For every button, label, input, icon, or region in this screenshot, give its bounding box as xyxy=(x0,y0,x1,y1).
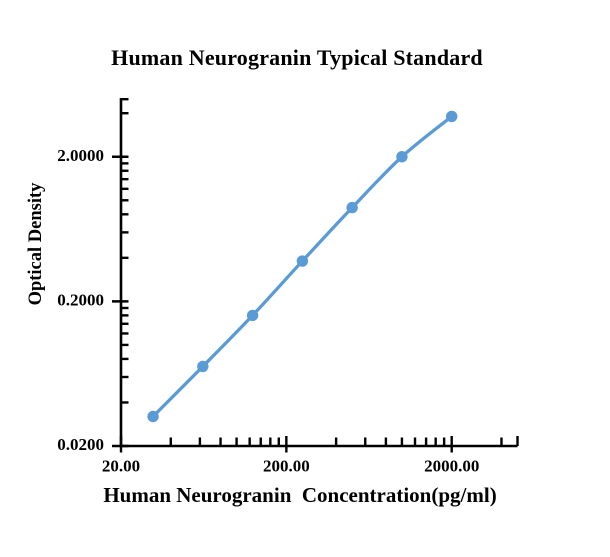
x-tick-label: 2000.00 xyxy=(424,457,479,476)
data-point-marker xyxy=(446,110,458,123)
data-point-marker xyxy=(296,255,309,267)
y-tick-label: 2.0000 xyxy=(57,146,104,165)
chart-title: Human Neurogranin Typical Standard xyxy=(111,45,483,70)
data-point-marker xyxy=(346,201,358,214)
x-axis-title: Human Neurogranin Concentration(pg/ml) xyxy=(103,483,497,507)
x-tick-label: 200.00 xyxy=(263,457,310,476)
y-tick-label: 0.2000 xyxy=(57,290,104,309)
data-point-marker xyxy=(396,151,408,163)
x-tick-label: 20.00 xyxy=(102,457,140,476)
data-point-marker xyxy=(246,309,259,322)
data-point-marker xyxy=(197,360,209,373)
data-point-marker xyxy=(147,410,159,423)
y-tick-label: 0.0200 xyxy=(57,435,104,454)
